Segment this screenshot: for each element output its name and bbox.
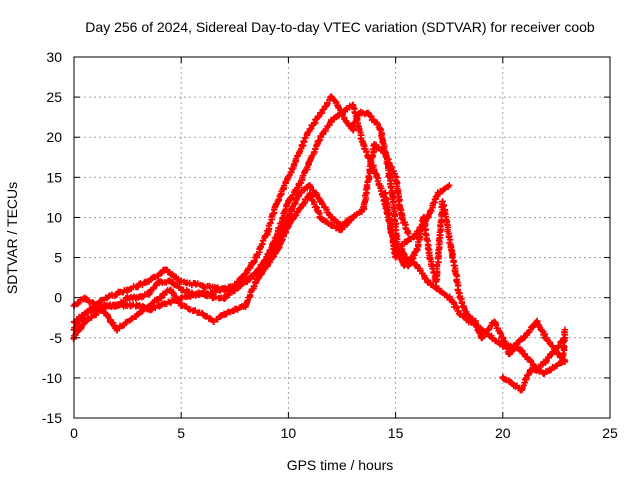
- series-trace-f: [403, 254, 569, 366]
- data-point-cloud: [499, 328, 569, 394]
- data-point-cloud: [403, 254, 568, 364]
- y-tick-label: 20: [46, 129, 62, 145]
- x-tick-label: 10: [281, 425, 297, 441]
- y-tick-label: 30: [46, 49, 62, 65]
- x-tick-label: 5: [177, 425, 185, 441]
- series-trace-g: [499, 326, 569, 394]
- y-tick-label: -5: [50, 330, 63, 346]
- x-axis-label: GPS time / hours: [287, 457, 394, 473]
- series-trace-e: [381, 189, 569, 374]
- x-tick-label: 20: [495, 425, 511, 441]
- y-tick-label: 5: [54, 250, 62, 266]
- y-tick-label: 0: [54, 290, 62, 306]
- x-tick-label: 15: [388, 425, 404, 441]
- x-tick-label: 0: [70, 425, 78, 441]
- y-axis-label: SDTVAR / TECUs: [4, 182, 20, 294]
- y-tick-label: 25: [46, 89, 62, 105]
- data-points: [70, 93, 569, 394]
- y-tick-label: 15: [46, 169, 62, 185]
- chart-title: Day 256 of 2024, Sidereal Day-to-day VTE…: [85, 19, 595, 35]
- data-point-cloud: [381, 189, 567, 373]
- axis-ticks: 0 5 10 15 20 25 -15 -10 -5 0 5 10 15 20 25 30: [42, 49, 618, 441]
- plot-frame: [73, 56, 611, 419]
- y-tick-label: -15: [42, 410, 62, 426]
- y-tick-label: 10: [46, 209, 62, 225]
- y-tick-label: -10: [42, 370, 62, 386]
- x-tick-label: 25: [602, 425, 618, 441]
